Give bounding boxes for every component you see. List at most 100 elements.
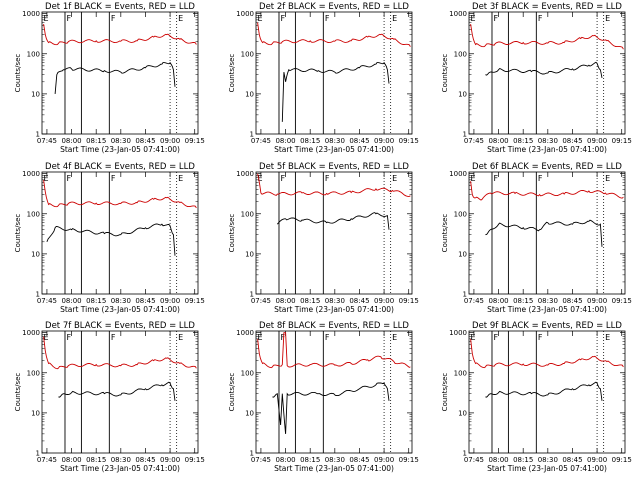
x-tick-label: 08:15 — [513, 297, 533, 305]
y-tick-label: 10 — [31, 409, 40, 417]
y-tick-label: 1 — [463, 131, 467, 139]
lld-rate-line — [257, 173, 411, 197]
y-tick-label: 100 — [241, 369, 254, 377]
panel-title: Det 1f BLACK = Events, RED = LLD — [45, 2, 195, 12]
panel-title: Det 2f BLACK = Events, RED = LLD — [259, 2, 409, 12]
flag-label: E — [471, 333, 476, 342]
det-panel: Det 1f BLACK = Events, RED = LLD 1 10 100 10… — [14, 2, 205, 154]
flag-label: F — [280, 174, 285, 183]
x-tick-label: 09:15 — [399, 297, 419, 305]
y-tick-label: 1 — [463, 291, 467, 299]
x-axis-label: Start Time (23-Jan-05 07:41:00) — [274, 305, 394, 314]
y-axis-label: Counts/sec — [14, 54, 22, 93]
x-tick-label: 08:30 — [111, 297, 131, 305]
panel-title: Det 4f BLACK = Events, RED = LLD — [45, 162, 195, 172]
x-tick-label: 08:00 — [488, 137, 508, 145]
events-rate-line — [276, 212, 390, 230]
y-tick-label: 1000 — [22, 329, 40, 337]
y-tick-label: 1000 — [22, 170, 40, 178]
y-tick-label: 1000 — [449, 170, 467, 178]
x-tick-label: 08:45 — [562, 137, 582, 145]
x-tick-label: 07:45 — [464, 297, 484, 305]
plot-frame — [468, 11, 626, 135]
y-axis-label: Counts/sec — [228, 373, 236, 412]
x-tick-label: 08:15 — [86, 297, 106, 305]
flag-label: F — [280, 333, 285, 342]
x-tick-label: 09:15 — [185, 137, 205, 145]
x-axis-label: Start Time (23-Jan-05 07:41:00) — [60, 305, 180, 314]
events-rate-line — [58, 381, 176, 401]
det-panel: Det 3f BLACK = Events, RED = LLD 1 10 100 10… — [441, 2, 632, 154]
x-tick-label: 09:00 — [160, 456, 180, 464]
flag-label: F — [325, 14, 330, 23]
x-tick-label: 08:15 — [300, 456, 320, 464]
panel-title: Det 6f BLACK = Events, RED = LLD — [472, 162, 622, 172]
x-tick-label: 08:45 — [135, 456, 155, 464]
x-tick-label: 08:45 — [562, 456, 582, 464]
x-tick-label: 08:00 — [61, 137, 81, 145]
x-tick-label: 08:00 — [275, 456, 295, 464]
x-axis-label: Start Time (23-Jan-05 07:41:00) — [274, 145, 394, 154]
y-tick-label: 100 — [27, 210, 40, 218]
events-rate-line — [281, 62, 390, 122]
flag-label: F — [111, 174, 116, 183]
x-tick-label: 08:30 — [538, 297, 558, 305]
x-tick-label: 09:00 — [160, 297, 180, 305]
flag-label: F — [111, 333, 116, 342]
y-tick-label: 1 — [36, 131, 40, 139]
y-tick-label: 10 — [245, 409, 254, 417]
y-tick-label: 100 — [241, 50, 254, 58]
y-tick-label: 100 — [27, 369, 40, 377]
x-axis-label: Start Time (23-Jan-05 07:41:00) — [487, 464, 607, 473]
y-tick-label: 100 — [241, 210, 254, 218]
flag-label: E — [178, 174, 183, 183]
x-axis-label: Start Time (23-Jan-05 07:41:00) — [274, 464, 394, 473]
y-tick-label: 10 — [245, 250, 254, 258]
y-tick-label: 1000 — [236, 10, 254, 18]
x-tick-label: 07:45 — [37, 456, 57, 464]
flag-label: F — [280, 14, 285, 23]
x-tick-label: 08:30 — [538, 456, 558, 464]
x-tick-label: 07:45 — [251, 297, 271, 305]
y-tick-label: 1000 — [22, 10, 40, 18]
det-panel: Det 4f BLACK = Events, RED = LLD 1 10 100 10… — [14, 162, 205, 314]
x-tick-label: 07:45 — [464, 137, 484, 145]
plot-frame — [41, 171, 199, 295]
y-tick-label: 1000 — [236, 170, 254, 178]
lld-rate-line — [257, 332, 411, 369]
det-panel: Det 5f BLACK = Events, RED = LLD 1 10 100 10… — [228, 162, 419, 314]
det-panel: Det 6f BLACK = Events, RED = LLD 1 10 100 10… — [441, 162, 632, 314]
flag-label: E — [178, 14, 183, 23]
x-tick-label: 09:00 — [587, 456, 607, 464]
y-tick-label: 1000 — [449, 329, 467, 337]
x-tick-label: 08:00 — [488, 456, 508, 464]
flag-label: F — [325, 333, 330, 342]
x-tick-label: 08:00 — [61, 456, 81, 464]
flag-label: E — [471, 14, 476, 23]
x-tick-label: 08:15 — [300, 297, 320, 305]
det-panel: Det 8f BLACK = Events, RED = LLD 1 10 100 10… — [228, 321, 419, 473]
y-tick-label: 10 — [31, 250, 40, 258]
x-tick-label: 08:00 — [488, 297, 508, 305]
x-tick-label: 09:00 — [374, 297, 394, 305]
x-tick-label: 09:15 — [612, 297, 632, 305]
x-tick-label: 08:30 — [325, 137, 345, 145]
y-axis-label: Counts/sec — [14, 214, 22, 253]
flag-label: F — [493, 14, 498, 23]
x-tick-label: 08:00 — [275, 297, 295, 305]
y-tick-label: 100 — [454, 369, 467, 377]
flag-label: F — [538, 174, 543, 183]
flag-label: F — [538, 14, 543, 23]
y-tick-label: 10 — [458, 90, 467, 98]
y-tick-label: 10 — [458, 409, 467, 417]
x-axis-label: Start Time (23-Jan-05 07:41:00) — [60, 464, 180, 473]
x-tick-label: 07:45 — [37, 137, 57, 145]
flag-label: E — [392, 14, 397, 23]
x-tick-label: 08:45 — [349, 137, 369, 145]
flag-label: F — [66, 333, 71, 342]
x-tick-label: 08:15 — [513, 137, 533, 145]
flag-label: E — [471, 174, 476, 183]
lld-rate-line — [257, 22, 411, 47]
flag-label: E — [44, 174, 49, 183]
flag-label: E — [605, 333, 610, 342]
